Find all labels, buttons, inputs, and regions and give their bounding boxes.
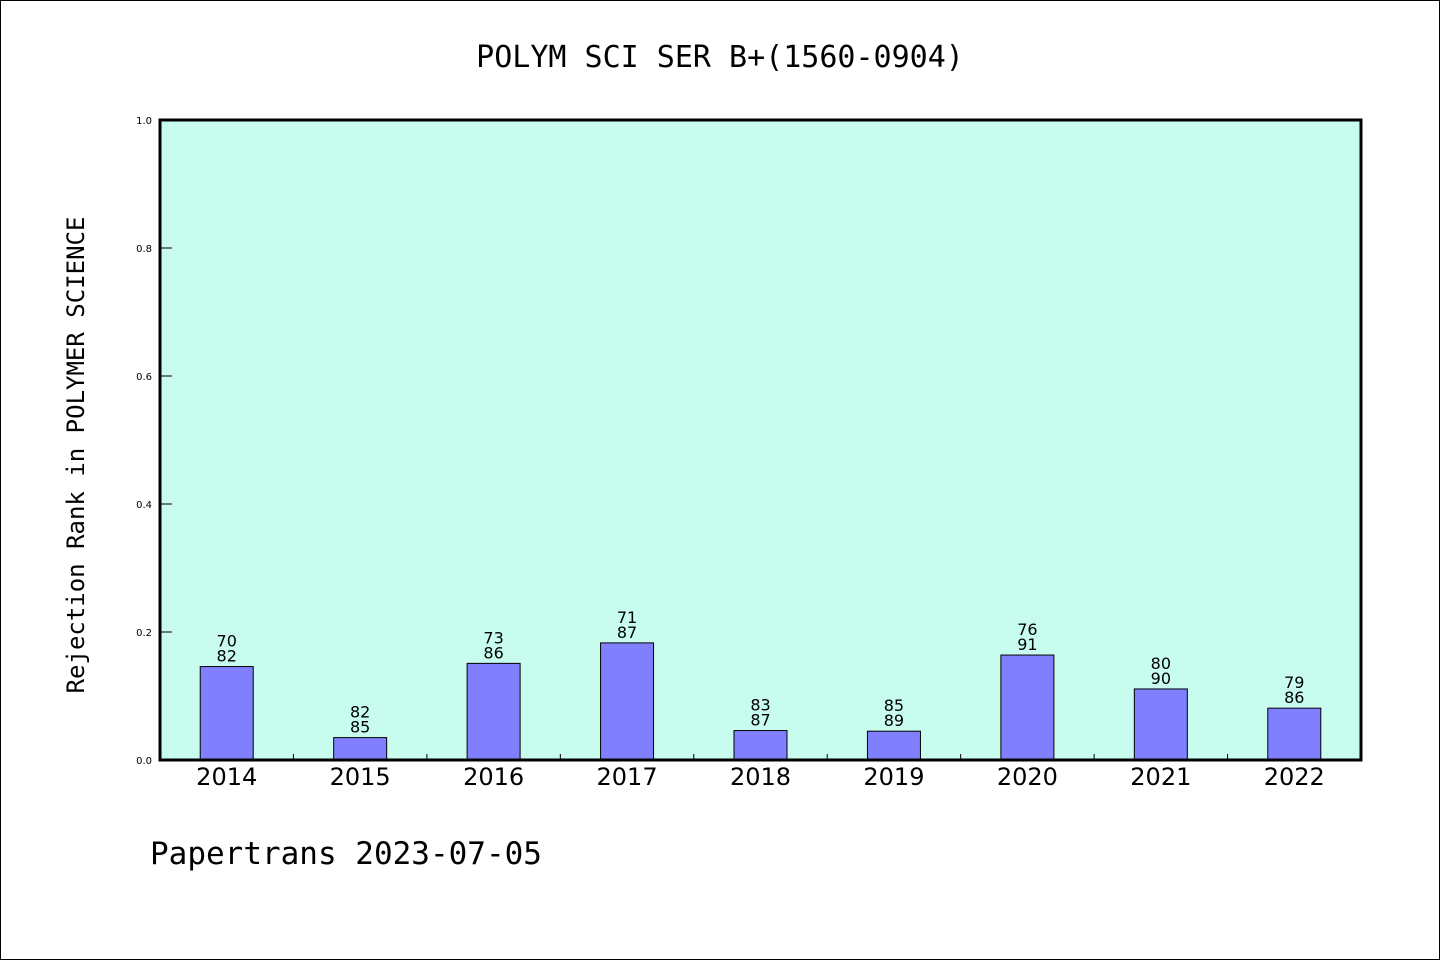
- bar-label-top: 71: [617, 608, 637, 627]
- bar-2020: [1000, 654, 1055, 761]
- bar-label-top: 83: [750, 696, 770, 715]
- x-tick-label: 2015: [330, 763, 391, 791]
- y-tick-label: 0.0: [136, 756, 152, 767]
- bar-2022: [1267, 707, 1322, 761]
- bar-label-top: 73: [483, 628, 503, 647]
- bar-label-bottom: 82: [217, 647, 237, 666]
- x-tick-label: 2017: [597, 763, 658, 791]
- y-tick-label: 0.8: [136, 244, 152, 255]
- x-tick-label: 2022: [1264, 763, 1325, 791]
- bar-label-bottom: 87: [617, 623, 637, 642]
- plot-border: [158, 118, 1363, 762]
- bar-label-bottom: 86: [483, 643, 503, 662]
- x-axis-ticks: 2014 2015 2016 2017 2018 2019 2020 2021 2022: [196, 754, 1325, 791]
- bar-label-top: 82: [350, 703, 370, 722]
- bar-label-top: 85: [884, 696, 904, 715]
- y-tick-label: 1.0: [136, 116, 152, 127]
- bar-2014: [199, 666, 254, 761]
- bar-2017: [600, 642, 655, 761]
- x-tick-label: 2014: [196, 763, 257, 791]
- bar-label-bottom: 87: [750, 711, 770, 730]
- y-tick-label: 0.6: [136, 372, 152, 383]
- bar-label-top: 76: [1017, 620, 1037, 639]
- bar-label-top: 80: [1151, 654, 1171, 673]
- x-tick-label: 2020: [997, 763, 1058, 791]
- bar-2021: [1133, 688, 1188, 761]
- bar-2016: [466, 662, 521, 761]
- bar-label-top: 79: [1284, 673, 1304, 692]
- chart-title: POLYM SCI SER B+(1560-0904): [476, 40, 964, 75]
- bar-2018: [733, 730, 788, 761]
- bar-label-bottom: 91: [1017, 635, 1037, 654]
- x-tick-label: 2019: [863, 763, 924, 791]
- plot-area: [160, 120, 1361, 760]
- bar-label-bottom: 90: [1151, 669, 1171, 688]
- bars-group: [199, 642, 1322, 761]
- footer-credit: Papertrans 2023-07-05: [150, 836, 542, 872]
- bar-label-bottom: 85: [350, 718, 370, 737]
- x-tick-label: 2018: [730, 763, 791, 791]
- x-tick-label: 2016: [463, 763, 524, 791]
- y-tick-label: 0.2: [136, 628, 152, 639]
- bar-2019: [866, 730, 921, 761]
- bar-label-bottom: 86: [1284, 688, 1304, 707]
- bar-label-top: 70: [217, 632, 237, 651]
- y-tick-label: 0.4: [136, 500, 152, 511]
- y-axis-label: Rejection Rank in POLYMER SCIENCE: [62, 217, 90, 694]
- x-tick-label: 2021: [1130, 763, 1191, 791]
- bar-label-bottom: 89: [884, 711, 904, 730]
- bar-2015: [333, 737, 388, 761]
